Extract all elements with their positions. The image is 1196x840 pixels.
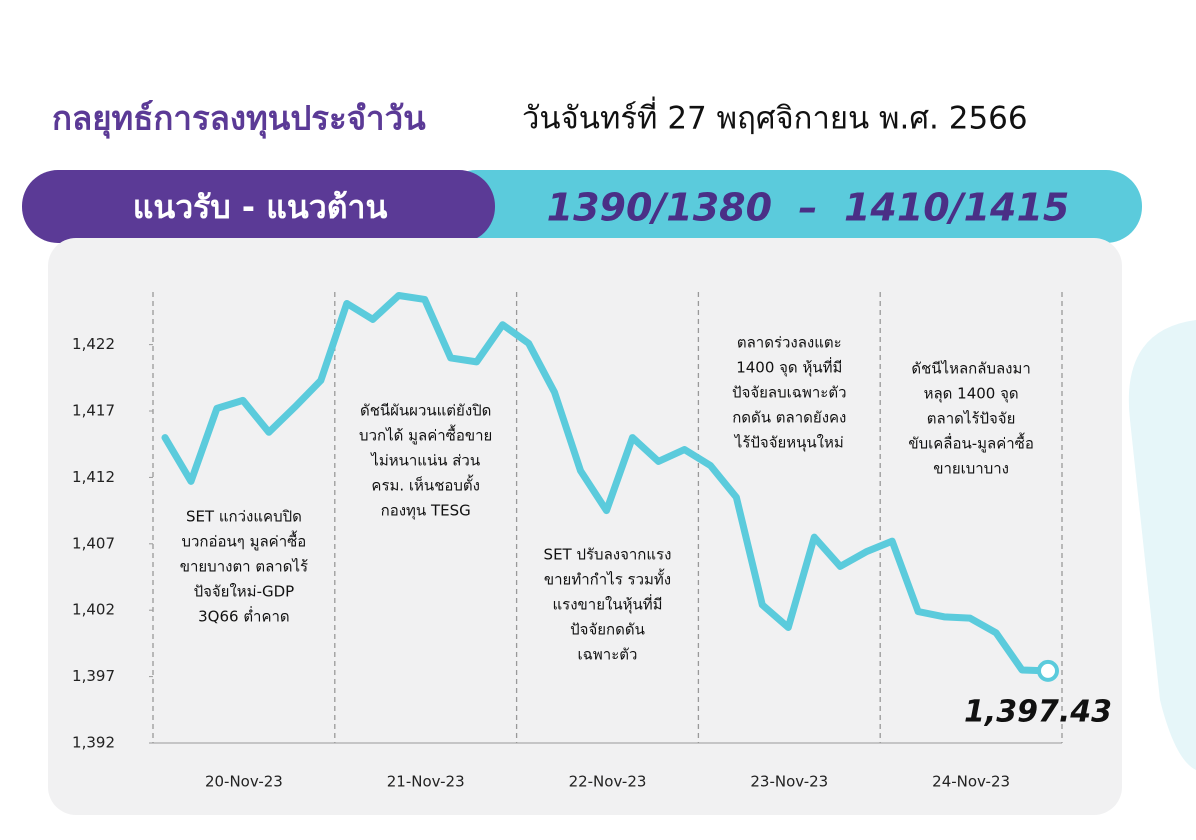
x-tick-label: 20-Nov-23 [205, 773, 283, 791]
value-label: 1,397.43 [964, 694, 1112, 729]
x-tick-label: 23-Nov-23 [750, 773, 828, 791]
y-tick-label: 1,392 [72, 734, 115, 752]
annotation: บวกได้ มูลค่าซื้อขาย [359, 425, 492, 445]
annotation: เฉพาะตัว [578, 646, 638, 664]
annotation: แรงขายในหุ้นที่มี [552, 594, 662, 615]
annotation: ดัชนีไหลกลับลงมา [911, 360, 1030, 378]
line [161, 291, 1052, 675]
annotation: ปัจจัยลบเฉพาะตัว [732, 384, 846, 402]
y-tick-label: 1,407 [72, 534, 115, 552]
end-point [1037, 659, 1059, 682]
annotation: ปัจจัยกดดัน [570, 621, 645, 639]
annotation: 3Q66 ต่ำคาด [198, 606, 290, 626]
annotation: SET ปรับลงจากแรง [544, 546, 672, 564]
annotation: ไร้ปัจจัยหนุนใหม่ [734, 434, 844, 453]
annotation: ขายเบาบาง [933, 460, 1009, 478]
decoration [1128, 320, 1196, 770]
annotation: ไม่หนาแน่น ส่วน [370, 452, 480, 470]
date: วันจันทร์ที่ 27 พฤศจิกายน พ.ศ. 2566 [522, 97, 1028, 137]
annotation: ขับเคลื่อน-มูลค่าซื้อ [908, 433, 1034, 453]
annotation: ขายบางตา ตลาดไร้ [180, 558, 308, 576]
annotation: SET แกว่งแคบปิด [186, 508, 302, 526]
annotation: ดัชนีผันผวนแต่ยังปิด [360, 402, 491, 420]
annotation: 1400 จุด หุ้นที่มี [736, 357, 842, 378]
y-tick-label: 1,422 [72, 335, 115, 353]
banner-range: 1390/1380 – 1410/1415 [547, 186, 1070, 230]
annotation: ตลาดร่วงลงแตะ [737, 334, 842, 352]
range-bar [440, 170, 1142, 243]
label-bar [22, 170, 495, 243]
title: กลยุทธ์การลงทุนประจำวัน [52, 99, 426, 140]
annotation: กองทุน TESG [381, 502, 471, 521]
annotation: ครม. เห็นชอบตั้ง [371, 475, 480, 495]
x-tick-label: 24-Nov-23 [932, 773, 1010, 791]
chart-panel [48, 238, 1122, 815]
y-tick-label: 1,412 [72, 468, 115, 486]
annotation: บวกอ่อนๆ มูลค่าซื้อ [181, 531, 306, 551]
y-tick-label: 1,397 [72, 667, 115, 685]
annotation: ปัจจัยใหม่-GDP [194, 583, 295, 601]
annotation: กดดัน ตลาดยังคง [732, 409, 846, 427]
annotation: ขายทำกำไร รวมทั้ง [544, 569, 671, 589]
x-tick-label: 22-Nov-23 [569, 773, 647, 791]
annotation: ตลาดไร้ปัจจัย [927, 410, 1016, 428]
y-tick-label: 1,417 [72, 402, 115, 420]
x-tick-label: 21-Nov-23 [387, 773, 465, 791]
y-tick-label: 1,402 [72, 601, 115, 619]
plot: 1,392 1,397 1,402 1,407 1,412 1,417 1,422 20-No… [72, 291, 1112, 791]
annotation: หลุด 1400 จุด [924, 385, 1019, 404]
banner-label: แนวรับ - แนวต้าน [133, 188, 388, 226]
